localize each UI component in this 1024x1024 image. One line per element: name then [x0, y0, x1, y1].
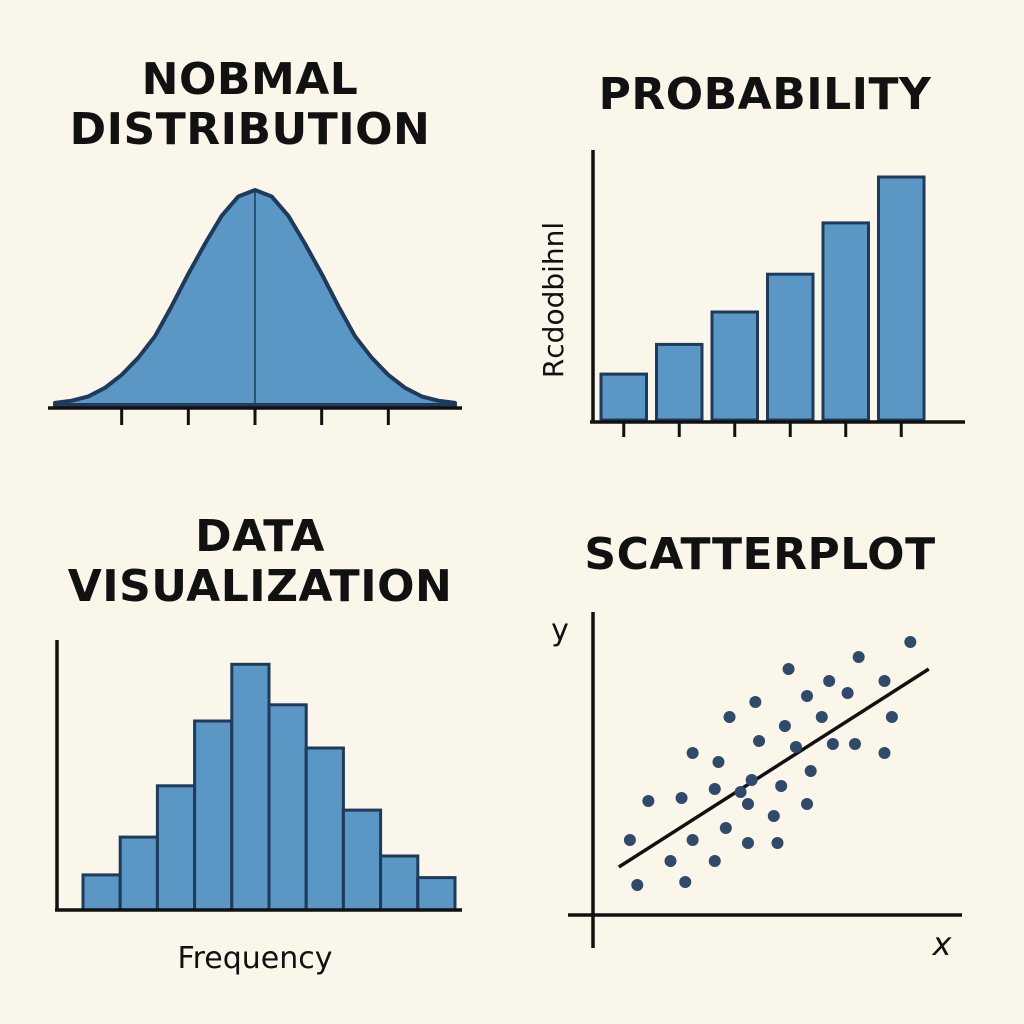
x-axis-label: Frequency	[178, 941, 333, 976]
trend-line	[617, 667, 930, 869]
point	[801, 690, 814, 702]
bar	[710, 310, 759, 422]
point	[734, 786, 747, 798]
point	[679, 876, 692, 888]
point	[878, 747, 891, 759]
point	[675, 792, 688, 804]
point	[826, 738, 839, 750]
point	[841, 687, 854, 699]
point	[771, 837, 784, 849]
point	[719, 822, 732, 834]
point	[878, 675, 891, 687]
y-axis-label: Rcdodbihnl	[537, 222, 570, 378]
bar	[821, 221, 870, 422]
x-axis-label: x	[932, 925, 953, 963]
point	[904, 636, 917, 648]
point	[815, 711, 828, 723]
point	[885, 711, 898, 723]
bar	[267, 703, 308, 912]
point	[767, 810, 780, 822]
point	[823, 675, 836, 687]
chart-title: DATA VISUALIZATION	[67, 511, 453, 612]
bar	[655, 342, 704, 422]
bar	[766, 272, 815, 422]
point	[789, 741, 802, 753]
bar	[304, 746, 345, 912]
point	[686, 747, 699, 759]
point	[778, 720, 791, 732]
bar	[877, 175, 926, 422]
point	[801, 798, 814, 810]
y-axis-label: y	[551, 613, 569, 648]
bar	[599, 372, 648, 422]
bar	[379, 854, 420, 912]
point	[804, 765, 817, 777]
point	[712, 756, 725, 768]
point	[782, 663, 795, 675]
bar	[118, 835, 159, 912]
point	[708, 855, 721, 867]
bar	[155, 784, 197, 912]
point	[741, 837, 754, 849]
point	[852, 651, 865, 663]
point	[623, 834, 636, 846]
chart-title: SCATTERPLOT	[584, 529, 936, 580]
point	[642, 795, 655, 807]
point	[631, 879, 644, 891]
bar	[416, 876, 457, 912]
point	[775, 780, 788, 792]
point	[723, 711, 736, 723]
bar	[230, 662, 271, 912]
chart-title: NOBMAL DISTRIBUTION	[69, 54, 431, 155]
chart-title: PROBABILITY	[598, 69, 932, 120]
point	[745, 774, 758, 786]
point	[708, 783, 721, 795]
point	[686, 834, 699, 846]
point	[749, 696, 762, 708]
bar	[341, 808, 383, 912]
point	[753, 735, 766, 747]
bar	[81, 873, 122, 912]
bar	[193, 719, 234, 912]
point	[848, 738, 861, 750]
point	[741, 798, 754, 810]
point	[664, 855, 677, 867]
